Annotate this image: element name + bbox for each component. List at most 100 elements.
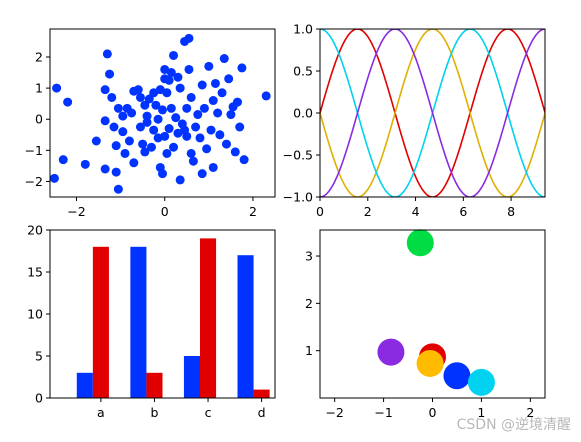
- x-tick-label: 2: [526, 405, 534, 420]
- scatter-point: [197, 80, 207, 90]
- scatter-point: [230, 147, 240, 157]
- scatter-point: [171, 113, 181, 123]
- scatter-point: [175, 83, 185, 93]
- scatter-point: [210, 78, 220, 88]
- bar: [76, 372, 93, 398]
- bar: [130, 246, 147, 398]
- scatter-point: [133, 85, 143, 95]
- scatter-point: [186, 92, 196, 102]
- y-tick-label: 0.5: [293, 64, 313, 79]
- scatter-point: [118, 127, 128, 137]
- colored-bubbles-plot: −2 −1 0 1 2 1 2 3: [305, 229, 546, 420]
- y-tick-label: 5: [35, 349, 43, 364]
- bubble-point: [406, 229, 434, 257]
- scatter-point: [162, 148, 172, 158]
- y-tick-label: −1.0: [283, 190, 313, 205]
- scatter-point: [235, 122, 245, 132]
- scatter-point: [135, 122, 145, 132]
- scatter-point: [151, 100, 161, 110]
- scatter-point: [169, 142, 179, 152]
- scatter-point: [142, 117, 152, 127]
- grouped-bar-plot: a b c d 0 5 10 15 20: [27, 223, 276, 420]
- y-tick-label: −0.5: [283, 148, 313, 163]
- y-tick-label: 0.0: [293, 106, 313, 121]
- x-tick-label: 0: [429, 405, 437, 420]
- axes-frame: [49, 28, 276, 198]
- scatter-point: [169, 50, 179, 60]
- bubble-point: [443, 362, 471, 390]
- scatter-point: [158, 105, 167, 115]
- scatter-point: [204, 61, 214, 71]
- scatter-point: [195, 133, 205, 143]
- scatter-point: [186, 148, 196, 158]
- scatter-random-plot: −2 0 2 −2 −1 0 1 2: [25, 28, 276, 219]
- y-tick-label: 0: [35, 391, 43, 406]
- scatter-point: [226, 110, 236, 120]
- scatter-point: [142, 111, 152, 121]
- watermark: CSDN @逆境清醒: [456, 417, 571, 433]
- scatter-point: [175, 175, 185, 185]
- scatter-point: [184, 33, 194, 43]
- scatter-point: [127, 108, 137, 118]
- x-tick-label: 8: [507, 204, 515, 219]
- scatter-point: [202, 144, 212, 154]
- scatter-point: [111, 141, 121, 151]
- scatter-point: [213, 108, 223, 118]
- scatter-point: [237, 63, 247, 73]
- scatter-point: [140, 147, 150, 157]
- scatter-point: [105, 69, 115, 79]
- scatter-point: [146, 142, 156, 152]
- y-tick-label: 2: [35, 50, 43, 65]
- trig-waves-plot: 0 2 4 6 8 −1.0 −0.5 0.0 0.5 1.0: [283, 22, 546, 219]
- x-tick-label: −1: [374, 405, 392, 420]
- scatter-point: [160, 131, 170, 141]
- scatter-point: [180, 125, 190, 135]
- scatter-point: [113, 184, 123, 194]
- scatter-point: [124, 136, 134, 146]
- scatter-point: [100, 164, 110, 174]
- scatter-point: [129, 158, 139, 168]
- scatter-point: [188, 156, 198, 166]
- x-tick-label: 2: [249, 204, 257, 219]
- scatter-point: [206, 125, 216, 135]
- scatter-point: [215, 130, 225, 140]
- scatter-point: [184, 64, 194, 74]
- wave-line: [320, 29, 545, 197]
- scatter-point: [107, 92, 117, 102]
- x-tick-label: a: [97, 405, 105, 420]
- scatter-point: [102, 49, 112, 59]
- scatter-point: [153, 114, 163, 124]
- scatter-point: [155, 85, 165, 95]
- scatter-point: [100, 116, 110, 126]
- scatter-point: [224, 74, 234, 84]
- scatter-point: [233, 97, 242, 107]
- scatter-point: [91, 136, 101, 146]
- y-tick-label: −1: [25, 143, 43, 158]
- scatter-point: [149, 125, 159, 135]
- scatter-point: [58, 155, 68, 165]
- scatter-point: [80, 159, 90, 169]
- scatter-point: [166, 103, 176, 113]
- y-tick-label: 1: [305, 343, 313, 358]
- x-tick-label: 2: [364, 204, 372, 219]
- scatter-point: [160, 74, 170, 84]
- scatter-point: [199, 103, 209, 113]
- scatter-point: [144, 94, 154, 104]
- x-tick-label: 0: [316, 204, 324, 219]
- bar: [253, 389, 270, 398]
- scatter-point: [111, 167, 121, 177]
- bubble-point: [416, 349, 444, 377]
- scatter-point: [100, 85, 110, 95]
- scatter-point: [208, 162, 218, 172]
- scatter-point: [208, 96, 218, 106]
- scatter-point: [191, 122, 201, 132]
- x-tick-label: −2: [325, 405, 343, 420]
- x-tick-label: −2: [67, 204, 85, 219]
- x-tick-label: 6: [459, 204, 467, 219]
- scatter-point: [120, 148, 130, 158]
- bar: [92, 246, 109, 398]
- scatter-point: [219, 54, 229, 64]
- x-tick-label: 1: [477, 405, 485, 420]
- scatter-point: [182, 103, 192, 113]
